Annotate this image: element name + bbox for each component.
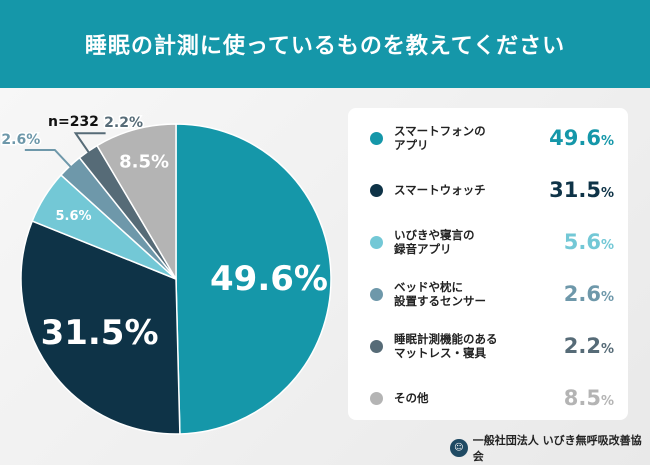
legend-percent: 49.6% (549, 126, 614, 150)
legend-unit: % (600, 394, 614, 409)
callouts (24, 132, 106, 170)
legend-percent: 8.5% (564, 386, 614, 410)
pie-labels: 49.6% 31.5% 5.6% 2.6% 2.2% 8.5% (0, 114, 328, 353)
legend-swatch (370, 287, 383, 301)
slice-label-5: 8.5% (119, 151, 169, 172)
legend-percent: 31.5% (549, 178, 614, 202)
callout-line-3 (24, 148, 74, 170)
legend-label: スマートフォンの アプリ (394, 124, 486, 152)
header-banner: 睡眠の計測に使っているものを教えてください (0, 0, 650, 88)
legend-swatch (370, 235, 383, 249)
legend-swatch (370, 339, 383, 353)
organization-name: 一般社団法人 いびき無呼吸改善協会 (472, 434, 642, 463)
slice-label-3: 2.6% (1, 132, 40, 148)
legend-item: いびきや寝言の 録音アプリ 5.6% (348, 222, 628, 262)
legend-percent: 2.2% (564, 334, 614, 358)
legend-value: 2.6 (563, 282, 601, 306)
legend-label: いびきや寝言の 録音アプリ (394, 228, 475, 256)
legend-percent: 2.6% (564, 282, 614, 306)
legend-label: その他 (394, 391, 429, 405)
legend-swatch (370, 131, 383, 145)
slice-label-0: 49.6% (210, 259, 328, 299)
sample-size-label: n=232 (48, 114, 99, 130)
legend-unit: % (600, 290, 614, 305)
pie-slice-5 (96, 123, 177, 282)
legend-item: スマートウォッチ 31.5% (348, 170, 628, 210)
legend-unit: % (600, 342, 614, 357)
legend-value: 5.6 (563, 230, 601, 254)
legend-unit: % (600, 134, 614, 149)
legend-label: スマートウォッチ (394, 183, 486, 197)
footer-credit: ☺ 一般社団法人 いびき無呼吸改善協会 (450, 432, 650, 464)
pie-slices (20, 123, 332, 435)
legend-unit: % (600, 186, 614, 201)
slice-label-1: 31.5% (41, 313, 159, 353)
pie-chart: 49.6% 31.5% 5.6% 2.6% 2.2% 8.5% n=232 (0, 114, 332, 435)
legend-panel: スマートフォンの アプリ 49.6% スマートウォッチ 31.5% いびきや寝言の 録音… (348, 108, 628, 420)
legend-value: 31.5 (549, 178, 601, 202)
legend-item: スマートフォンの アプリ 49.6% (348, 118, 628, 158)
organization-logo-icon: ☺ (450, 439, 468, 457)
legend-item: 睡眠計測機能のある マットレス・寝具 2.2% (348, 326, 628, 366)
page-title: 睡眠の計測に使っているものを教えてください (84, 34, 566, 59)
legend-value: 49.6 (549, 126, 601, 150)
legend-unit: % (600, 238, 614, 253)
legend-value: 2.2 (563, 334, 601, 358)
slice-label-4: 2.2% (104, 115, 143, 131)
slice-label-2: 5.6% (55, 209, 91, 224)
legend-value: 8.5 (563, 386, 601, 410)
pie-slice-0 (175, 123, 332, 435)
legend-percent: 5.6% (564, 230, 614, 254)
legend-swatch (370, 183, 383, 197)
legend-item: その他 8.5% (348, 378, 628, 418)
pie-slice-1 (20, 220, 181, 435)
legend-label: 睡眠計測機能のある マットレス・寝具 (394, 332, 498, 360)
callout-line-4 (73, 132, 106, 156)
legend-swatch (370, 391, 383, 405)
legend-item: ベッドや枕に 設置するセンサー 2.6% (348, 274, 628, 314)
legend-label: ベッドや枕に 設置するセンサー (394, 280, 486, 308)
